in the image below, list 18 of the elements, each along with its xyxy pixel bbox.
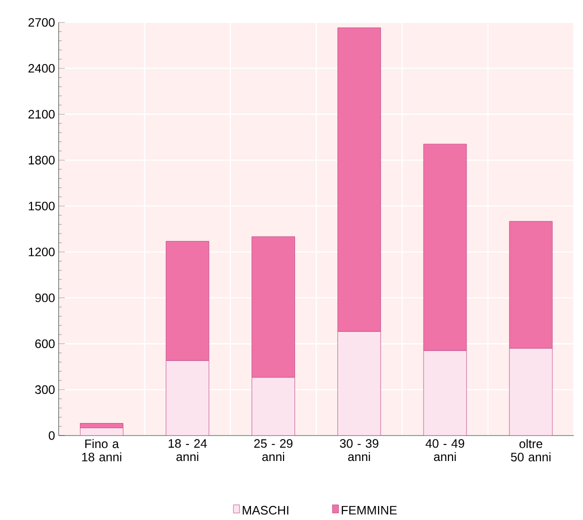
x-tick-label: 25 - 29 anni (254, 439, 292, 461)
legend-label: MASCHI (242, 506, 288, 514)
y-tick-label: 1200 (28, 248, 55, 256)
x-tick-label: Fino a 18 anni (82, 439, 122, 462)
x-tick-label: 30 - 39 anni (340, 439, 378, 461)
y-tick-label: 900 (35, 293, 55, 302)
y-tick-label: 2100 (28, 110, 55, 118)
y-tick-label: 600 (35, 339, 55, 348)
y-tick-label: 2400 (28, 64, 55, 73)
y-tick-label: 300 (35, 385, 55, 394)
y-tick-label: 1800 (28, 156, 55, 164)
legend-label: FEMMINE (342, 506, 397, 514)
x-tick-label: 18 - 24 anni (168, 439, 207, 461)
y-tick-label: 1500 (28, 202, 55, 210)
y-tick-label: 2700 (28, 18, 55, 27)
x-tick-label: oltre 50 anni (510, 439, 550, 462)
y-tick-label: 0 (48, 431, 55, 440)
x-tick-label: 40 - 49 anni (426, 439, 464, 461)
